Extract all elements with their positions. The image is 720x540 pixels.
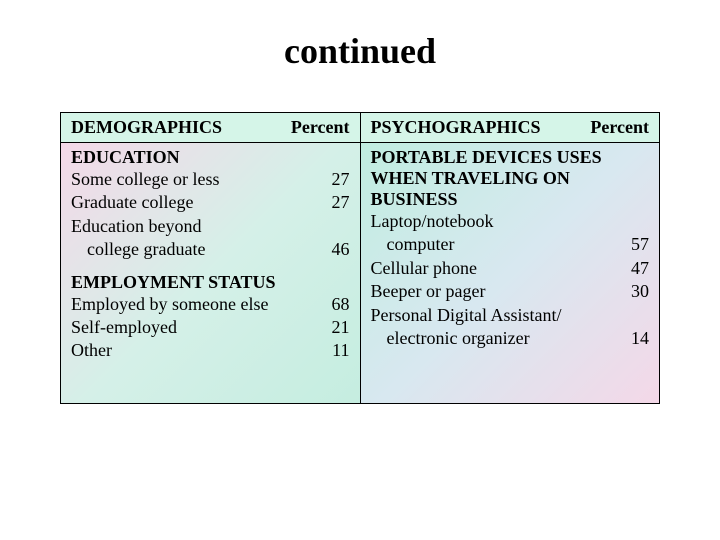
table-row: Cellular phone 47 <box>371 257 650 280</box>
right-header: PSYCHOGRAPHICS Percent <box>361 113 660 143</box>
data-table: DEMOGRAPHICS Percent EDUCATION Some coll… <box>60 112 660 404</box>
table-row: Some college or less 27 <box>71 168 350 191</box>
table-row: computer 57 <box>371 233 650 256</box>
left-header: DEMOGRAPHICS Percent <box>61 113 360 143</box>
table-row: Laptop/notebook <box>371 210 650 233</box>
devices-title-1: PORTABLE DEVICES USES <box>371 147 650 168</box>
row-value: 68 <box>332 293 350 316</box>
table-row: electronic organizer 14 <box>371 327 650 350</box>
left-column: DEMOGRAPHICS Percent EDUCATION Some coll… <box>61 113 361 403</box>
row-label: Cellular phone <box>371 257 477 280</box>
row-label: electronic organizer <box>387 327 530 350</box>
right-column: PSYCHOGRAPHICS Percent PORTABLE DEVICES … <box>361 113 660 403</box>
row-label: college graduate <box>87 238 205 261</box>
row-value: 27 <box>332 191 350 214</box>
table-row: Employed by someone else 68 <box>71 293 350 316</box>
row-value: 46 <box>332 238 350 261</box>
education-title: EDUCATION <box>71 147 350 168</box>
devices-title-3: BUSINESS <box>371 189 650 210</box>
left-header-value: Percent <box>291 117 350 138</box>
table-row: Self-employed 21 <box>71 316 350 339</box>
devices-title-2: WHEN TRAVELING ON <box>371 168 650 189</box>
left-data-cell: EDUCATION Some college or less 27 Gradua… <box>61 143 360 403</box>
row-label: computer <box>387 233 455 256</box>
employment-title: EMPLOYMENT STATUS <box>71 272 350 293</box>
row-value: 57 <box>631 233 649 256</box>
row-label: Other <box>71 339 112 362</box>
row-value: 27 <box>332 168 350 191</box>
right-data-cell: PORTABLE DEVICES USES WHEN TRAVELING ON … <box>361 143 660 403</box>
row-label: Graduate college <box>71 191 193 214</box>
row-label: Education beyond <box>71 215 201 238</box>
table-row: Education beyond <box>71 215 350 238</box>
right-header-label: PSYCHOGRAPHICS <box>371 117 541 138</box>
row-value: 30 <box>631 280 649 303</box>
row-label: Employed by someone else <box>71 293 268 316</box>
row-value: 47 <box>631 257 649 280</box>
row-label: Beeper or pager <box>371 280 486 303</box>
row-label: Self-employed <box>71 316 177 339</box>
row-value: 11 <box>332 339 349 362</box>
row-label: Personal Digital Assistant/ <box>371 304 562 327</box>
table-row: Beeper or pager 30 <box>371 280 650 303</box>
right-header-value: Percent <box>590 117 649 138</box>
row-value: 14 <box>631 327 649 350</box>
page-title: continued <box>60 30 660 72</box>
row-value: 21 <box>332 316 350 339</box>
left-header-label: DEMOGRAPHICS <box>71 117 222 138</box>
row-label: Some college or less <box>71 168 219 191</box>
table-row: college graduate 46 <box>71 238 350 261</box>
table-row: Personal Digital Assistant/ <box>371 304 650 327</box>
row-label: Laptop/notebook <box>371 210 494 233</box>
table-row: Other 11 <box>71 339 350 362</box>
table-row: Graduate college 27 <box>71 191 350 214</box>
